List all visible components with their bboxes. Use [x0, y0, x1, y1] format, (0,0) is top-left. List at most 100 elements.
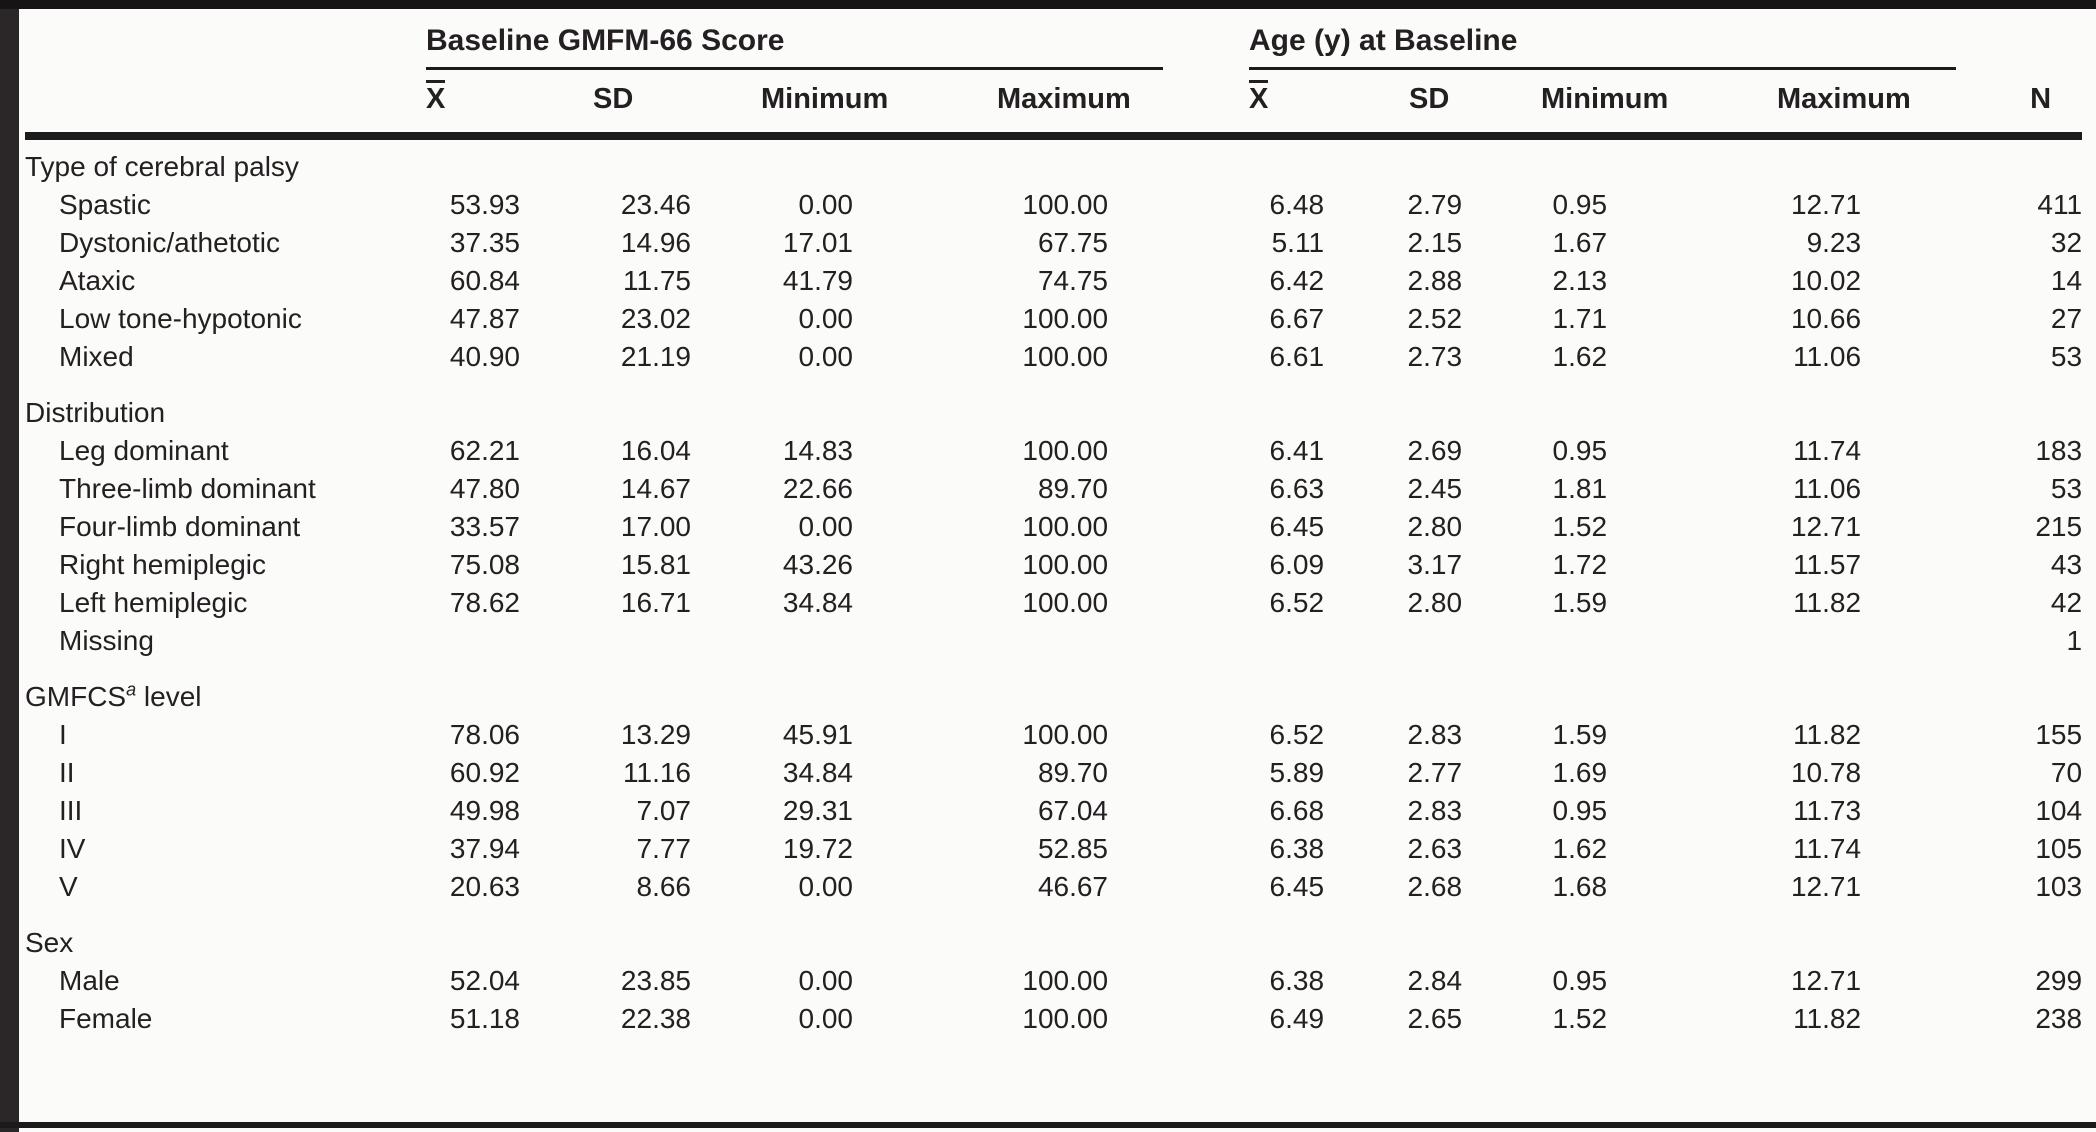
value-cell: 1.67	[1552, 227, 1608, 258]
page-left-border	[0, 0, 19, 1132]
value-cell: 11.74	[1793, 833, 1862, 864]
row-label: Spastic	[59, 189, 151, 220]
value-cell: 2.83	[1407, 719, 1463, 750]
value-cell: 1.59	[1552, 587, 1608, 618]
table-row: Left hemiplegic 78.62 16.71 34.84 100.00 6.52…	[25, 584, 2082, 622]
value-cell: 1.72	[1552, 549, 1608, 580]
baseline-statistics-table: Baseline GMFM-66 Score Age (y) at Baseli…	[25, 10, 2083, 1038]
value-cell: 2.15	[1407, 227, 1463, 258]
column-header-gmfm-maximum: Maximum	[853, 70, 1131, 140]
section-header: Type of cerebral palsy	[25, 151, 299, 182]
value-cell: 100.00	[1022, 435, 1109, 466]
value-cell: 10.66	[1790, 303, 1862, 334]
table-row: I 78.06 13.29 45.91 100.00 6.52 2.83 1.59 11.82 1…	[25, 716, 2082, 754]
value-cell	[853, 622, 1108, 660]
value-cell: 22.66	[782, 473, 853, 504]
table-row: Female 51.18 22.38 0.00 100.00 6.49 2.65 1.52 11…	[25, 1000, 2082, 1038]
value-cell: 2.52	[1407, 303, 1463, 334]
value-cell: 53	[2050, 341, 2083, 372]
value-cell: 7.07	[636, 795, 692, 826]
value-cell: 6.68	[1269, 795, 1325, 826]
value-cell: 42	[2050, 587, 2083, 618]
value-cell: 20.63	[449, 871, 520, 902]
group-header-n-spacer	[1861, 10, 2082, 70]
column-header-age-mean: X	[1108, 70, 1325, 140]
table-row: V 20.63 8.66 0.00 46.67 6.45 2.68 1.68 12.71 103	[25, 868, 2082, 906]
value-cell: 78.06	[449, 719, 520, 750]
value-cell: 17.00	[620, 511, 691, 542]
value-cell: 183	[2035, 435, 2083, 466]
row-label: Missing	[59, 625, 154, 656]
value-cell	[426, 622, 520, 660]
value-cell: 45.91	[782, 719, 853, 750]
value-cell: 6.63	[1269, 473, 1325, 504]
value-cell: 1	[2066, 625, 2083, 656]
value-cell: 34.84	[782, 757, 853, 788]
value-cell: 12.71	[1790, 965, 1862, 996]
row-label: Leg dominant	[59, 435, 229, 466]
value-cell: 2.69	[1407, 435, 1463, 466]
column-header-age-minimum: Minimum	[1462, 70, 1668, 140]
value-cell: 51.18	[449, 1003, 520, 1034]
value-cell: 34.84	[782, 587, 853, 618]
row-label: Female	[59, 1003, 153, 1034]
value-cell: 89.70	[1037, 473, 1109, 504]
value-cell: 21.19	[620, 341, 691, 372]
group-header-spacer	[25, 10, 426, 70]
value-cell: 47.87	[449, 303, 520, 334]
value-cell: 10.78	[1790, 757, 1862, 788]
value-cell: 238	[2035, 1003, 2083, 1034]
value-cell: 2.45	[1407, 473, 1463, 504]
value-cell: 74.75	[1037, 265, 1109, 296]
value-cell: 0.00	[798, 511, 854, 542]
table-row: Dystonic/athetotic 37.35 14.96 17.01 67.75 5.…	[25, 224, 2082, 262]
value-cell: 1.52	[1552, 511, 1608, 542]
value-cell: 0.95	[1552, 435, 1608, 466]
table-row: Spastic 53.93 23.46 0.00 100.00 6.48 2.79 0.95 1…	[25, 186, 2082, 224]
value-cell: 15.81	[620, 549, 691, 580]
value-cell: 49.98	[449, 795, 520, 826]
value-cell: 2.73	[1407, 341, 1463, 372]
value-cell: 16.04	[620, 435, 691, 466]
group-header-gmfm-label: Baseline GMFM-66 Score	[426, 24, 785, 57]
table-row: Leg dominant 62.21 16.04 14.83 100.00 6.41 2.6…	[25, 432, 2082, 470]
value-cell: 0.00	[798, 1003, 854, 1034]
row-label: II	[59, 757, 75, 788]
value-cell: 100.00	[1022, 341, 1109, 372]
value-cell: 14.83	[782, 435, 853, 466]
value-cell	[1324, 622, 1462, 660]
value-cell: 70	[2050, 757, 2083, 788]
page-top-border	[0, 0, 2096, 9]
value-cell: 411	[2037, 189, 2083, 220]
value-cell: 0.00	[798, 965, 854, 996]
row-label: Dystonic/athetotic	[59, 227, 280, 258]
section-header-row: GMFCSa level	[25, 660, 2082, 716]
value-cell: 12.71	[1790, 189, 1862, 220]
table-row: Four-limb dominant 33.57 17.00 0.00 100.00 6.…	[25, 508, 2082, 546]
group-header-age: Age (y) at Baseline	[1108, 10, 1957, 70]
value-cell: 16.71	[620, 587, 691, 618]
value-cell: 0.95	[1552, 965, 1608, 996]
value-cell: 67.75	[1037, 227, 1109, 258]
value-cell: 43	[2050, 549, 2083, 580]
value-cell: 103	[2035, 871, 2083, 902]
value-cell: 104	[2035, 795, 2083, 826]
table-row: Missing 1	[25, 622, 2082, 660]
value-cell: 6.52	[1269, 587, 1325, 618]
value-cell: 11.74	[1793, 435, 1862, 466]
value-cell: 12.71	[1790, 511, 1862, 542]
value-cell: 11.73	[1793, 795, 1862, 826]
column-header-n: N	[1861, 70, 2083, 140]
value-cell: 11.82	[1793, 1003, 1862, 1034]
row-label: I	[59, 719, 67, 750]
value-cell: 52.04	[449, 965, 520, 996]
section-header-row: Sex	[25, 906, 2082, 962]
value-cell: 89.70	[1037, 757, 1109, 788]
column-header-row: X SD Minimum Maximum X SD Minimum Maximu…	[25, 70, 2083, 140]
value-cell: 6.09	[1269, 549, 1325, 580]
value-cell: 5.11	[1271, 227, 1325, 258]
table-row: Low tone-hypotonic 47.87 23.02 0.00 100.00 6.…	[25, 300, 2082, 338]
value-cell: 0.95	[1552, 795, 1608, 826]
value-cell: 6.38	[1269, 965, 1325, 996]
value-cell: 2.13	[1552, 265, 1608, 296]
